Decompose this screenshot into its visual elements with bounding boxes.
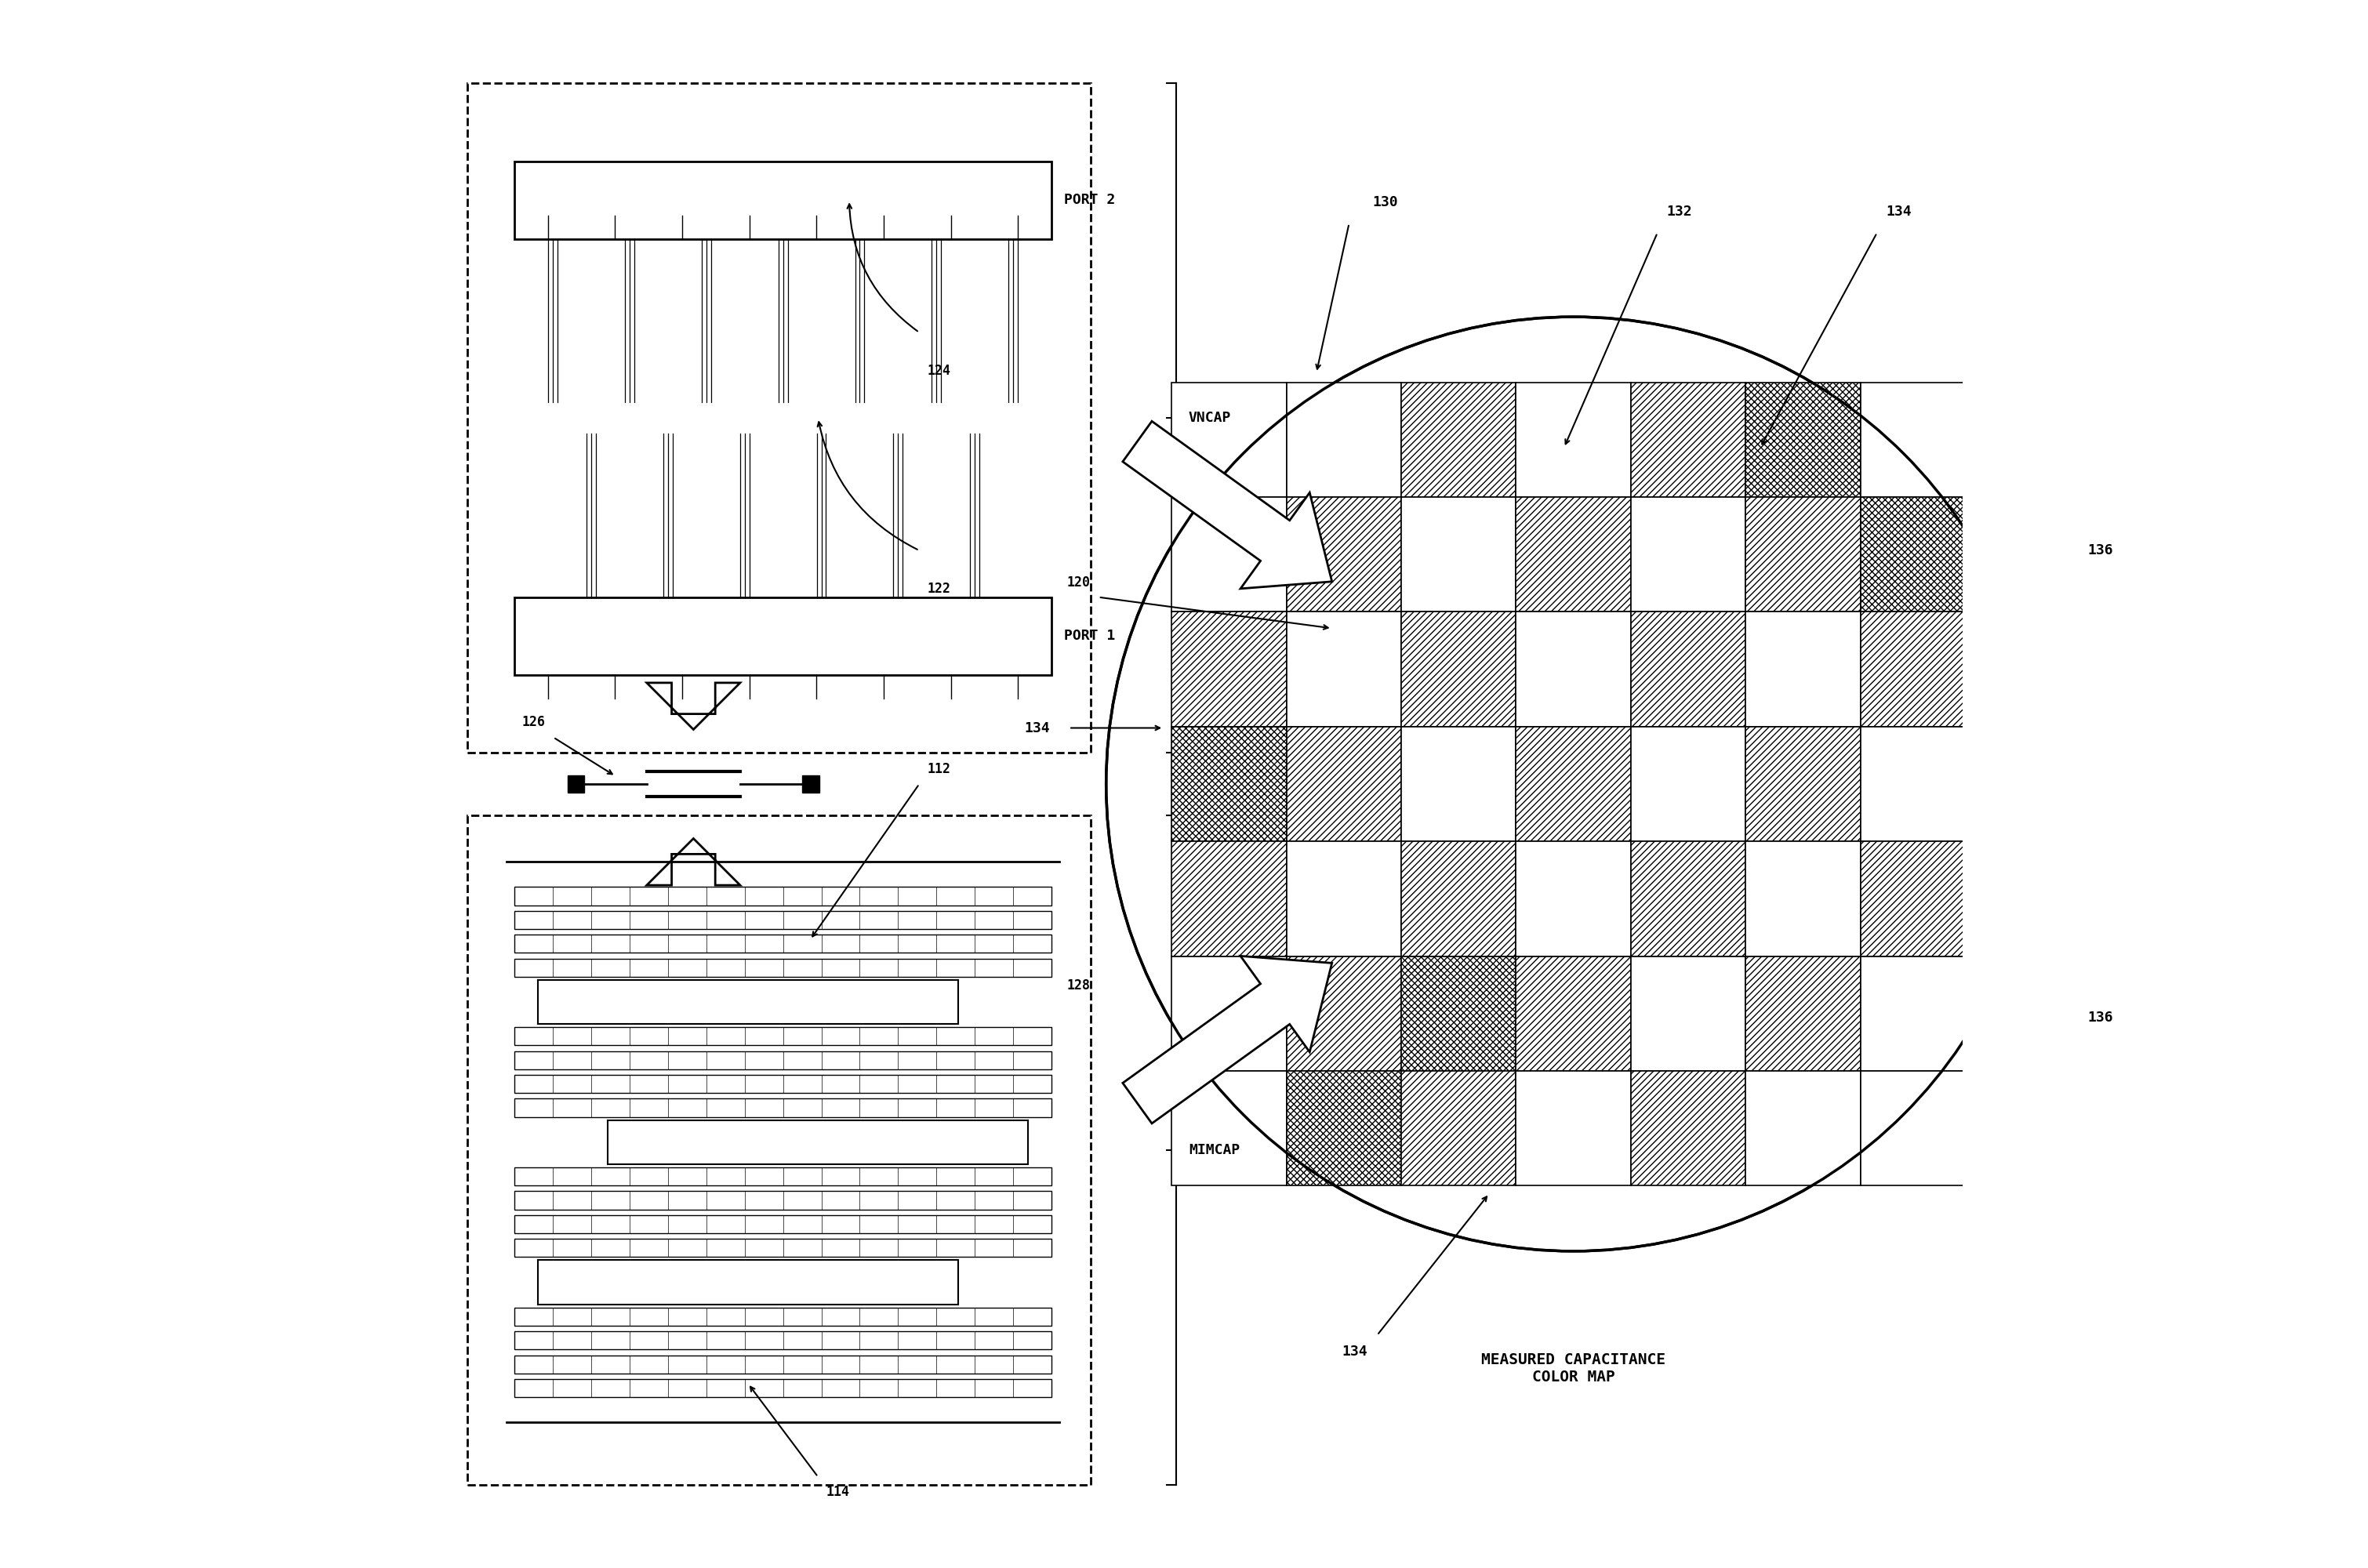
Bar [1286, 497, 1402, 612]
Bar [1172, 842, 1286, 956]
Bar [1745, 842, 1861, 956]
Bar [1402, 612, 1516, 726]
Text: 134: 134 [1343, 1344, 1369, 1358]
Text: 134: 134 [1887, 205, 1911, 220]
Bar [1632, 497, 1745, 612]
Bar [1861, 956, 1975, 1071]
Text: PORT 1: PORT 1 [1063, 629, 1115, 643]
Bar [514, 1076, 1051, 1093]
Bar [466, 83, 1092, 753]
Bar [514, 1051, 1051, 1069]
Bar [466, 815, 1092, 1485]
Bar [1632, 1071, 1745, 1185]
Text: 132: 132 [1667, 205, 1693, 220]
Bar [1745, 383, 1861, 497]
Bar [1402, 726, 1516, 842]
Bar [1286, 956, 1402, 1071]
Bar [1861, 383, 1975, 497]
Text: PORT 2: PORT 2 [1063, 193, 1115, 207]
Bar [514, 1192, 1051, 1209]
Bar [1402, 383, 1516, 497]
Bar [1172, 726, 1286, 842]
Bar [1402, 1071, 1516, 1185]
Bar [568, 776, 585, 792]
Bar [1402, 497, 1516, 612]
Bar [1632, 726, 1745, 842]
Bar [1402, 842, 1516, 956]
Bar [1745, 497, 1861, 612]
Bar [514, 1215, 1051, 1232]
Bar [1861, 612, 1975, 726]
Text: 134: 134 [1025, 721, 1049, 735]
Bar [1286, 1071, 1402, 1185]
Bar [514, 911, 1051, 930]
Text: 112: 112 [926, 762, 950, 776]
Bar [1172, 612, 1286, 726]
Text: MIMCAP: MIMCAP [1189, 1143, 1241, 1157]
Text: MEASURED CAPACITANCE
COLOR MAP: MEASURED CAPACITANCE COLOR MAP [1482, 1352, 1665, 1385]
Bar [1172, 1071, 1286, 1185]
Polygon shape [1122, 956, 1331, 1123]
Bar [1745, 1071, 1861, 1185]
Bar [1402, 956, 1516, 1071]
Bar [514, 887, 1051, 905]
Bar [1632, 842, 1745, 956]
Bar [1861, 726, 1975, 842]
Polygon shape [646, 682, 741, 729]
Bar [1286, 612, 1402, 726]
Bar [1745, 726, 1861, 842]
Text: 124: 124 [926, 364, 950, 378]
Bar [1632, 612, 1745, 726]
Bar [1172, 383, 1286, 497]
Bar [803, 776, 819, 792]
Bar [514, 935, 1051, 953]
Text: 114: 114 [826, 1485, 850, 1499]
Bar [1632, 956, 1745, 1071]
Bar [514, 597, 1051, 674]
Bar [1516, 497, 1632, 612]
Text: 122: 122 [926, 582, 950, 596]
Text: VNCAP: VNCAP [1189, 411, 1231, 425]
Bar [1516, 956, 1632, 1071]
Bar [1286, 842, 1402, 956]
Bar [514, 1331, 1051, 1350]
Bar [514, 1167, 1051, 1185]
Bar [1632, 383, 1745, 497]
Text: 130: 130 [1373, 196, 1397, 210]
Bar [1516, 383, 1632, 497]
Text: 126: 126 [521, 715, 545, 729]
Bar [514, 162, 1051, 238]
Bar [514, 1099, 1051, 1116]
Bar [1286, 383, 1402, 497]
Bar [1172, 956, 1286, 1071]
Bar [1516, 1071, 1632, 1185]
Bar [1516, 726, 1632, 842]
Text: 136: 136 [2086, 544, 2112, 558]
Text: 128: 128 [1068, 978, 1092, 993]
Polygon shape [646, 839, 741, 886]
Bar [1286, 726, 1402, 842]
Bar [1172, 497, 1286, 612]
Bar [1861, 1071, 1975, 1185]
Bar [1861, 497, 1975, 612]
Bar [514, 1027, 1051, 1046]
Bar [1745, 956, 1861, 1071]
Bar [514, 1308, 1051, 1325]
Text: 136: 136 [2086, 1010, 2112, 1024]
Polygon shape [1122, 422, 1331, 588]
Bar [1861, 842, 1975, 956]
Text: 120: 120 [1068, 575, 1092, 590]
Bar [514, 1239, 1051, 1258]
Bar [514, 1355, 1051, 1374]
Bar [1516, 842, 1632, 956]
Bar [514, 958, 1051, 977]
Bar [1516, 612, 1632, 726]
Bar [514, 1378, 1051, 1397]
Bar [1745, 612, 1861, 726]
